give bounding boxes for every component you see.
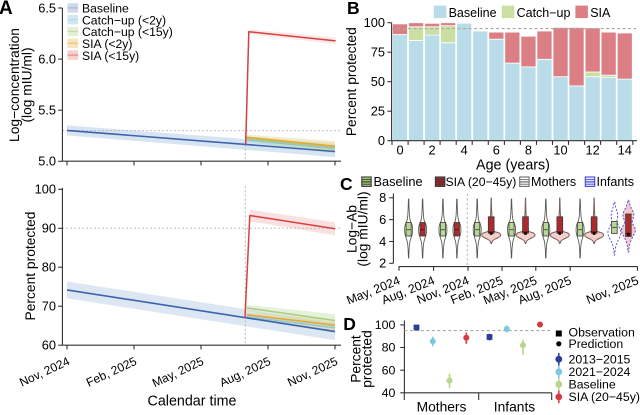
- svg-text:Mothers: Mothers: [531, 175, 576, 189]
- svg-text:protected: protected: [360, 330, 375, 388]
- svg-text:2: 2: [429, 143, 436, 158]
- svg-text:2: 2: [379, 256, 386, 271]
- svg-text:5.0: 5.0: [38, 154, 56, 169]
- svg-text:80: 80: [382, 341, 396, 355]
- svg-text:Catch−up: Catch−up: [517, 6, 571, 20]
- svg-text:10: 10: [553, 143, 567, 158]
- svg-text:A: A: [0, 0, 13, 19]
- svg-text:0: 0: [378, 133, 385, 148]
- svg-text:Prediction: Prediction: [569, 337, 624, 351]
- svg-text:70: 70: [42, 299, 56, 314]
- svg-text:C: C: [340, 174, 353, 194]
- svg-text:Log−concentration: Log−concentration: [7, 28, 22, 142]
- svg-text:Observation: Observation: [569, 326, 635, 340]
- svg-text:6.5: 6.5: [38, 0, 56, 15]
- svg-text:75: 75: [371, 45, 385, 60]
- svg-text:100: 100: [35, 182, 56, 197]
- svg-text:6.0: 6.0: [38, 51, 56, 66]
- svg-text:Percent protected: Percent protected: [23, 212, 38, 321]
- svg-text:8: 8: [379, 190, 386, 205]
- svg-text:SIA: SIA: [590, 6, 611, 20]
- svg-text:80: 80: [42, 260, 56, 275]
- svg-text:2021−2024: 2021−2024: [569, 365, 631, 379]
- svg-text:Catch−up (<2y): Catch−up (<2y): [82, 13, 166, 27]
- svg-text:40: 40: [382, 386, 396, 400]
- svg-text:25: 25: [371, 104, 385, 119]
- svg-text:6: 6: [493, 143, 500, 158]
- svg-text:0: 0: [396, 143, 403, 158]
- svg-text:SIA (<15y): SIA (<15y): [82, 49, 139, 63]
- svg-text:SIA (20−45y): SIA (20−45y): [446, 175, 517, 189]
- svg-text:8: 8: [525, 143, 532, 158]
- svg-text:Baseline: Baseline: [449, 6, 497, 20]
- svg-text:Log−Ab: Log−Ab: [344, 205, 359, 253]
- svg-text:Infants: Infants: [597, 175, 635, 189]
- svg-text:4: 4: [379, 234, 386, 249]
- svg-text:SIA (20−45y): SIA (20−45y): [569, 390, 640, 404]
- svg-text:12: 12: [585, 143, 599, 158]
- svg-text:Baseline: Baseline: [569, 378, 616, 392]
- svg-text:B: B: [347, 0, 360, 18]
- svg-text:Baseline: Baseline: [374, 174, 423, 189]
- svg-text:100: 100: [364, 15, 385, 30]
- svg-text:6: 6: [379, 212, 386, 227]
- svg-text:Percent protected: Percent protected: [344, 27, 359, 136]
- svg-text:Age (years): Age (years): [476, 158, 550, 174]
- svg-text:Infants: Infants: [494, 400, 536, 415]
- svg-text:SIA (<2y): SIA (<2y): [82, 37, 132, 51]
- svg-text:60: 60: [382, 363, 396, 377]
- svg-text:2013−2015: 2013−2015: [569, 353, 631, 367]
- svg-text:Baseline: Baseline: [82, 2, 129, 16]
- svg-text:Percent: Percent: [349, 335, 364, 383]
- svg-text:Catch−up (<15y): Catch−up (<15y): [82, 25, 173, 39]
- svg-text:14: 14: [618, 143, 632, 158]
- svg-text:50: 50: [371, 74, 385, 89]
- svg-text:4: 4: [461, 143, 468, 158]
- svg-text:100: 100: [375, 318, 396, 332]
- svg-text:Calendar time: Calendar time: [148, 394, 237, 410]
- svg-text:(log mIU/ml): (log mIU/ml): [356, 191, 371, 266]
- svg-text:Mothers: Mothers: [417, 400, 467, 415]
- svg-text:5.5: 5.5: [38, 103, 56, 118]
- svg-text:90: 90: [42, 221, 56, 236]
- svg-text:D: D: [343, 314, 356, 334]
- svg-text:(log mIU/ml): (log mIU/ml): [20, 47, 35, 122]
- svg-text:60: 60: [42, 338, 56, 353]
